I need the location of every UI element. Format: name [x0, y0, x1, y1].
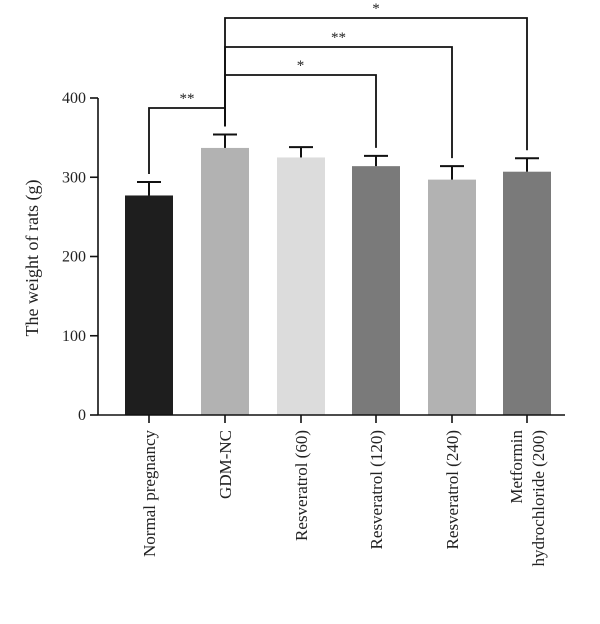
bar-3 [352, 166, 400, 415]
y-tick-label-0: 0 [78, 407, 86, 424]
significance-bracket-1 [224, 74, 377, 148]
category-label-5-line-0: Metformin [507, 430, 526, 504]
significance-bracket-2 [224, 46, 453, 159]
category-label-4: Resveratrol (240) [443, 430, 462, 549]
significance-label-3: * [372, 1, 380, 17]
bar-2 [277, 157, 325, 415]
bar-5 [503, 171, 551, 415]
category-label-5-line-1: hydrochloride (200) [529, 430, 548, 566]
category-label-1: GDM-NC [216, 430, 235, 499]
bar-0 [125, 195, 173, 415]
significance-label-1: * [297, 58, 305, 74]
bar-4 [428, 179, 476, 415]
significance-bracket-3 [224, 17, 528, 151]
significance-label-2: ** [331, 30, 346, 46]
y-tick-label-4: 400 [62, 90, 86, 107]
y-tick-label-2: 200 [62, 249, 86, 266]
category-label-0: Normal pregnancy [140, 430, 159, 557]
bar-1 [201, 147, 249, 416]
plot-area: 0 100 200 300 400 Normal pregnancy GDM-NC Resve… [62, 1, 565, 566]
category-label-3: Resveratrol (120) [367, 430, 386, 549]
y-tick-label-1: 100 [62, 328, 86, 345]
y-tick-label-3: 300 [62, 169, 86, 186]
significance-label-0: ** [180, 91, 195, 107]
category-label-2: Resveratrol (60) [292, 430, 311, 541]
y-axis-title: The weight of rats (g) [22, 180, 43, 337]
